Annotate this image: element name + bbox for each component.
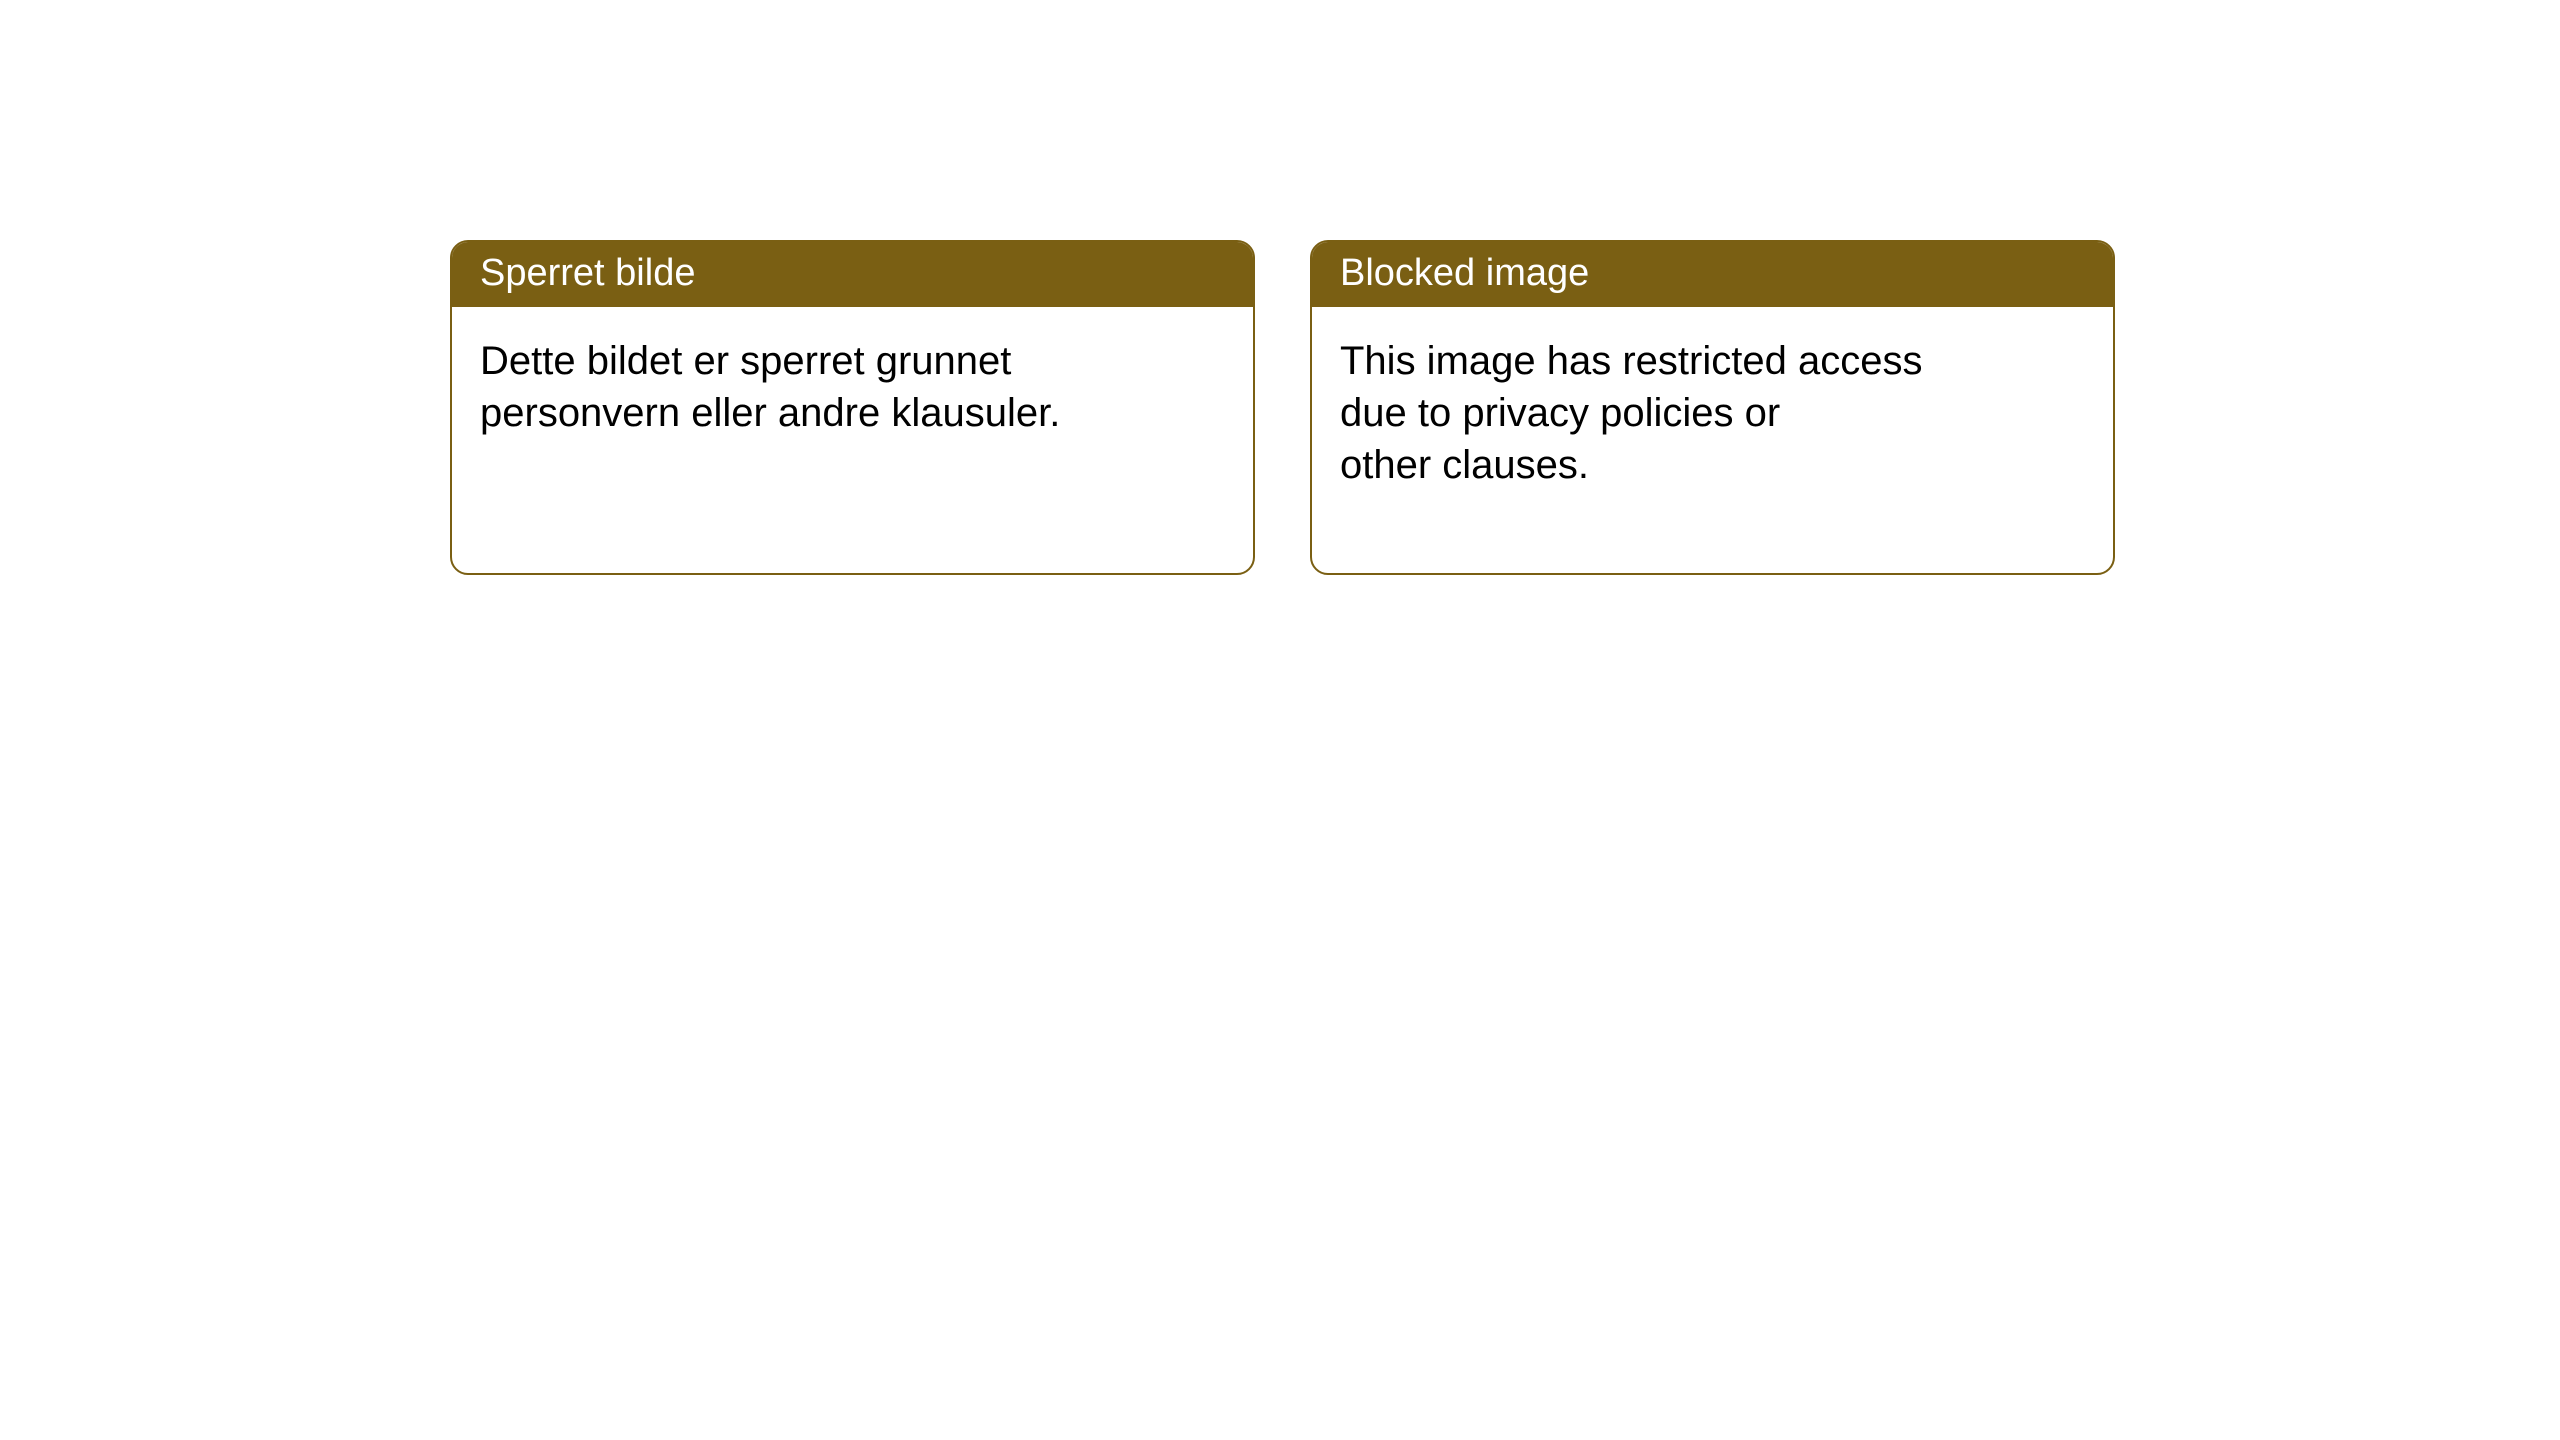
notice-body: Dette bildet er sperret grunnet personve…	[452, 307, 1152, 467]
notice-card-norwegian: Sperret bilde Dette bildet er sperret gr…	[450, 240, 1255, 575]
notice-header: Sperret bilde	[452, 242, 1253, 307]
notice-title: Sperret bilde	[480, 252, 695, 294]
notice-card-english: Blocked image This image has restricted …	[1310, 240, 2115, 575]
notice-body: This image has restricted access due to …	[1312, 307, 2012, 519]
notice-header: Blocked image	[1312, 242, 2113, 307]
notice-body-text: Dette bildet er sperret grunnet personve…	[480, 339, 1060, 435]
notice-title: Blocked image	[1340, 252, 1589, 294]
notice-body-text: This image has restricted access due to …	[1340, 339, 1922, 487]
notice-container: Sperret bilde Dette bildet er sperret gr…	[0, 0, 2560, 575]
